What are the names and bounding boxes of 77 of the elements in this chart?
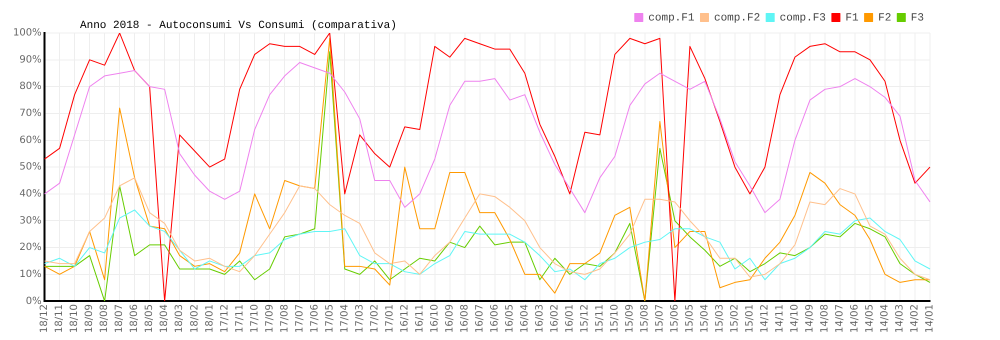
x-tick-label: 16/03 <box>534 304 546 334</box>
x-tick-label: 18/06 <box>129 304 140 334</box>
y-tick-label: 50% <box>19 162 42 173</box>
y-tick-label: 30% <box>19 215 42 226</box>
x-tick-label: 14/07 <box>834 304 846 334</box>
x-tick-label: 16/04 <box>519 304 530 334</box>
x-tick-label: 18/01 <box>204 304 216 334</box>
y-tick-label: 20% <box>19 242 42 254</box>
x-tick-label: 18/05 <box>144 304 156 334</box>
x-tick-label: 17/10 <box>249 304 260 334</box>
legend-label: F1 <box>845 12 859 24</box>
x-tick-label: 16/01 <box>564 304 576 334</box>
x-tick-label: 18/10 <box>69 304 80 334</box>
x-tick-label: 16/09 <box>444 304 456 334</box>
x-tick-label: 17/11 <box>234 304 246 334</box>
x-tick-label: 14/08 <box>820 304 831 334</box>
x-tick-label: 17/07 <box>294 304 306 334</box>
y-tick-label: 70% <box>19 108 42 120</box>
x-tick-label: 16/11 <box>414 304 426 334</box>
x-tick-label: 16/05 <box>504 304 516 334</box>
legend-label: comp.F3 <box>780 12 826 24</box>
x-tick-label: 15/03 <box>714 304 726 334</box>
x-tick-label: 15/06 <box>669 304 680 334</box>
x-tick-label: 18/09 <box>84 304 96 334</box>
x-tick-label: 18/12 <box>39 304 50 334</box>
x-tick-label: 17/09 <box>264 304 276 334</box>
legend-label: comp.F1 <box>648 12 695 24</box>
x-tick-label: 15/11 <box>594 304 606 334</box>
x-tick-label: 16/12 <box>399 304 410 334</box>
x-tick-label: 18/07 <box>114 304 126 334</box>
x-tick-label: 15/12 <box>579 304 590 334</box>
x-tick-label: 18/04 <box>159 304 170 334</box>
x-tick-label: 18/03 <box>174 304 186 334</box>
x-tick-label: 16/07 <box>474 304 486 334</box>
x-tick-label: 14/02 <box>910 304 921 334</box>
x-tick-label: 17/06 <box>309 304 320 334</box>
y-tick-label: 90% <box>19 54 42 66</box>
y-tick-label: 80% <box>19 81 42 92</box>
x-tick-label: 17/02 <box>369 304 380 334</box>
legend-label: F2 <box>878 12 892 24</box>
x-tick-label: 17/12 <box>219 304 230 334</box>
x-tick-label: 17/04 <box>339 304 350 334</box>
x-tick-label: 14/06 <box>850 304 861 334</box>
x-tick-label: 15/04 <box>699 304 710 334</box>
y-tick-label: 10% <box>19 268 42 280</box>
x-tick-label: 15/05 <box>684 304 696 334</box>
x-tick-label: 14/05 <box>864 304 876 334</box>
x-tick-label: 16/02 <box>549 304 560 334</box>
x-tick-label: 14/12 <box>760 304 771 334</box>
x-tick-label: 14/03 <box>894 304 906 334</box>
x-tick-label: 16/08 <box>459 304 470 334</box>
x-tick-label: 15/07 <box>654 304 666 334</box>
x-tick-label: 15/09 <box>624 304 636 334</box>
legend-label: F3 <box>910 12 924 24</box>
x-tick-label: 14/04 <box>880 304 891 334</box>
x-tick-label: 15/08 <box>639 304 650 334</box>
y-tick-label: 40% <box>19 188 42 200</box>
x-tick-label: 16/06 <box>489 304 500 334</box>
x-tick-label: 15/01 <box>744 304 756 334</box>
x-tick-label: 17/05 <box>324 304 336 334</box>
x-tick-label: 16/10 <box>429 304 440 334</box>
legend-label: comp.F2 <box>714 12 760 24</box>
chart-title: Anno 2018 - Autoconsumi Vs Consumi (comparativa) <box>80 20 397 32</box>
x-tick-label: 17/08 <box>279 304 290 334</box>
x-tick-label: 17/01 <box>384 304 396 334</box>
y-tick-label: 60% <box>19 134 42 146</box>
x-tick-label: 17/03 <box>354 304 366 334</box>
x-tick-label: 18/02 <box>189 304 200 334</box>
x-tick-label: 15/02 <box>730 304 741 334</box>
x-tick-label: 14/01 <box>924 304 936 334</box>
x-tick-label: 15/10 <box>609 304 620 334</box>
x-tick-label: 14/10 <box>790 304 801 334</box>
x-tick-label: 14/11 <box>774 304 786 334</box>
x-tick-label: 14/09 <box>804 304 816 334</box>
y-tick-label: 100% <box>12 28 42 39</box>
x-tick-label: 18/11 <box>54 304 66 334</box>
x-tick-label: 18/08 <box>99 304 110 334</box>
